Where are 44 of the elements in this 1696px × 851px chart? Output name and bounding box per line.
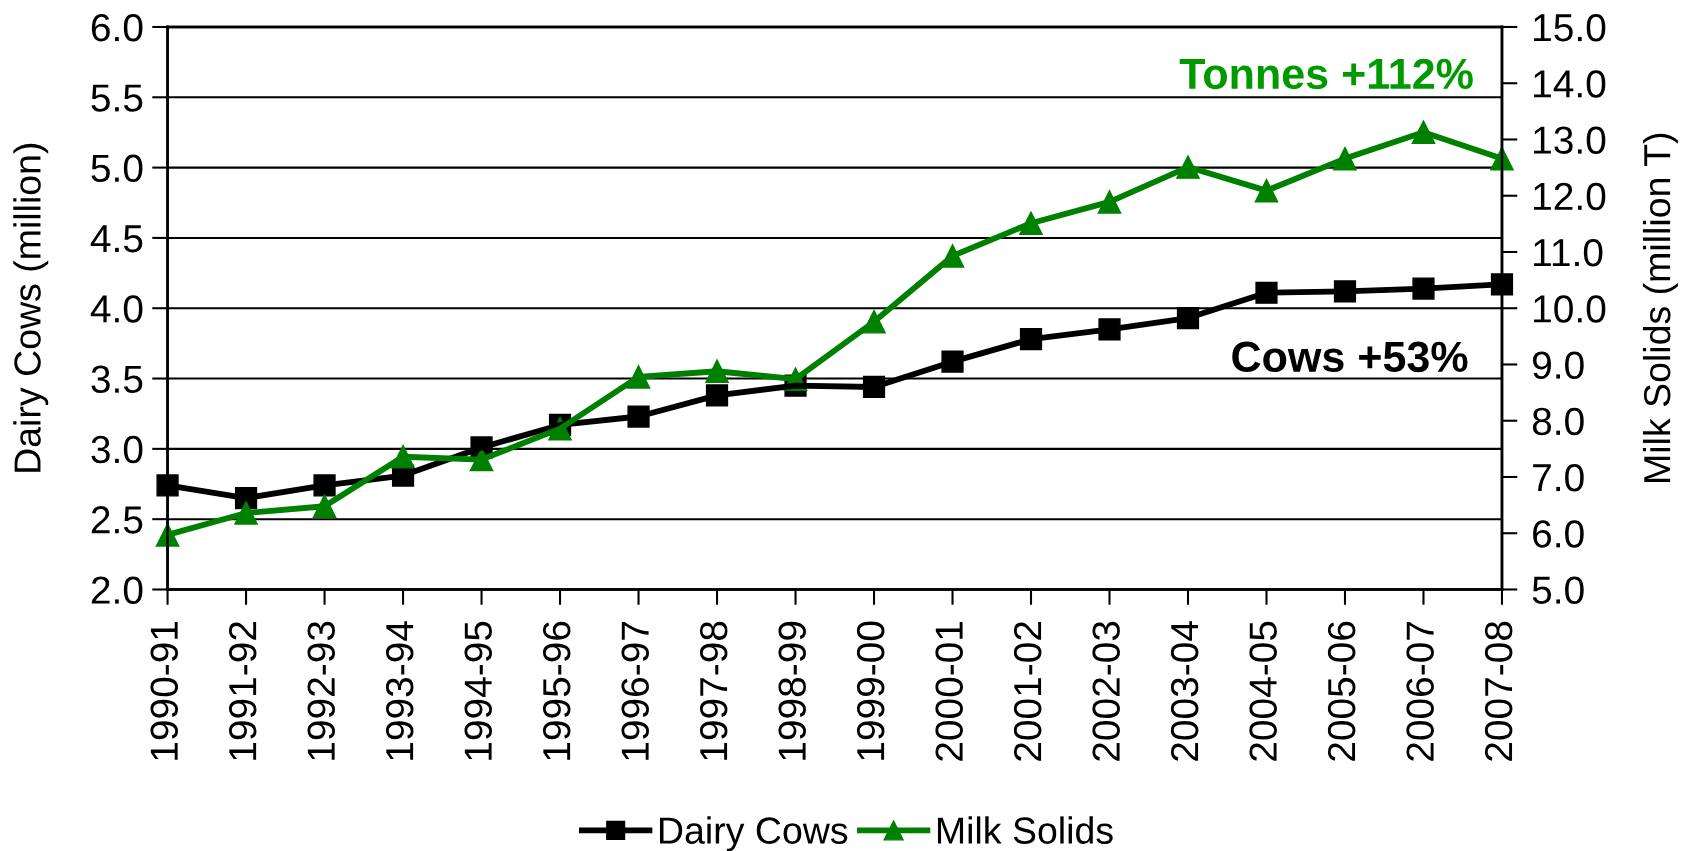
y2-tick-label: 11.0 bbox=[1534, 238, 1603, 267]
y2-tick-label: 8.0 bbox=[1532, 407, 1584, 436]
y-axis-title: Dairy Cows (million) bbox=[13, 143, 49, 472]
x-tick-label: 1999-00 bbox=[856, 621, 885, 760]
x-tick-label: 1992-93 bbox=[307, 621, 335, 760]
y-tick-label: 4.0 bbox=[90, 295, 143, 323]
x-tick-label: 1995-96 bbox=[542, 621, 571, 760]
y2-tick-label: 13.0 bbox=[1534, 126, 1606, 154]
y-tick-label: 4.5 bbox=[90, 225, 143, 253]
y2-tick-label: 14.0 bbox=[1534, 70, 1606, 98]
y-tick-label: 3.0 bbox=[91, 435, 143, 464]
x-tick-label: 1993-94 bbox=[385, 621, 414, 760]
x-tick-label: 1998-99 bbox=[778, 621, 806, 760]
x-tick-label: 2006-07 bbox=[1406, 621, 1434, 761]
y2-tick-label: 10.0 bbox=[1534, 295, 1606, 323]
x-tick-label: 2001-02 bbox=[1013, 621, 1042, 761]
annotation: Tonnes +112% bbox=[1179, 58, 1473, 90]
y-tick-label: 2.5 bbox=[91, 506, 143, 534]
x-tick-label: 2003-04 bbox=[1170, 621, 1199, 761]
x-tick-label: 2004-05 bbox=[1249, 621, 1277, 761]
y2-tick-label: 12.0 bbox=[1534, 182, 1606, 211]
y-tick-label: 2.0 bbox=[91, 576, 143, 604]
x-tick-label: 2005-06 bbox=[1327, 621, 1356, 761]
x-tick-label: 1996-97 bbox=[621, 621, 649, 760]
x-tick-label: 1991-92 bbox=[228, 621, 257, 760]
y2-tick-label: 7.0 bbox=[1533, 463, 1584, 492]
y2-axis-title: Milk Solids (million T) bbox=[1642, 133, 1678, 482]
y-tick-label: 3.5 bbox=[91, 365, 143, 394]
x-tick-label: 2002-03 bbox=[1092, 621, 1120, 761]
legend-label: Milk Solids bbox=[937, 816, 1113, 844]
legend-label: Dairy Cows bbox=[660, 816, 848, 851]
y2-tick-label: 9.0 bbox=[1532, 351, 1584, 379]
x-tick-label: 1994-95 bbox=[464, 621, 492, 760]
y-tick-label: 5.0 bbox=[91, 154, 143, 183]
y-tick-label: 6.0 bbox=[91, 13, 143, 42]
y2-tick-label: 5.0 bbox=[1532, 576, 1584, 604]
annotation: Cows +53% bbox=[1232, 341, 1468, 373]
x-tick-label: 1997-98 bbox=[699, 621, 728, 760]
y-tick-label: 5.5 bbox=[91, 84, 143, 112]
y2-tick-label: 15.0 bbox=[1534, 13, 1606, 42]
x-tick-label: 2000-01 bbox=[935, 621, 963, 761]
x-tick-label: 2007-08 bbox=[1484, 621, 1513, 761]
x-tick-label: 1990-91 bbox=[150, 621, 178, 760]
y2-tick-label: 6.0 bbox=[1533, 520, 1584, 548]
